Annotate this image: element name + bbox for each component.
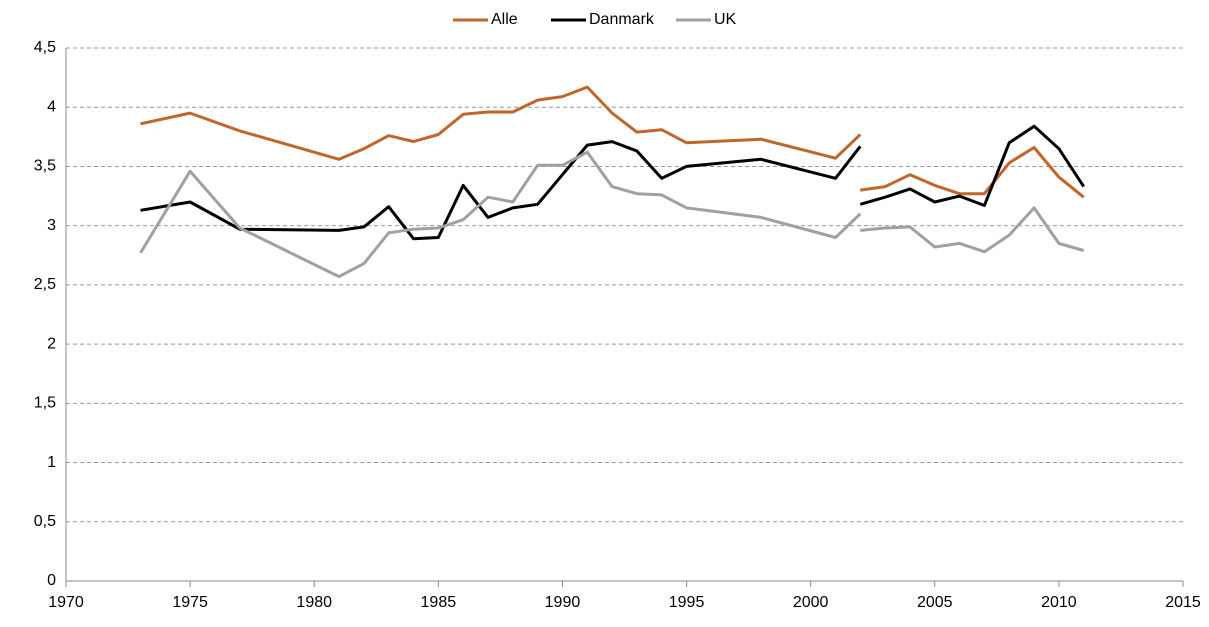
y-tick-label: 2,5 xyxy=(34,276,56,293)
x-tick-label: 1975 xyxy=(172,594,208,611)
y-tick-label: 4 xyxy=(47,98,56,115)
x-tick-label: 2000 xyxy=(793,594,829,611)
x-tick-label: 1995 xyxy=(669,594,705,611)
x-tick-label: 1970 xyxy=(48,594,84,611)
series-line xyxy=(140,140,862,241)
x-tick-label: 2015 xyxy=(1165,594,1201,611)
legend-label: Alle xyxy=(491,11,518,28)
series-line xyxy=(139,150,862,279)
legend-label: Danmark xyxy=(589,11,655,28)
series-line xyxy=(859,124,1085,207)
x-tick-label: 1980 xyxy=(296,594,332,611)
series-line xyxy=(860,146,1085,199)
y-tick-label: 0,5 xyxy=(34,513,56,530)
x-tick-label: 2010 xyxy=(1041,594,1077,611)
y-tick-label: 0 xyxy=(47,572,56,589)
y-tick-label: 2 xyxy=(47,335,56,352)
x-tick-label: 1990 xyxy=(545,594,581,611)
series-line xyxy=(140,85,862,161)
y-tick-label: 3,5 xyxy=(34,158,56,175)
series-line xyxy=(860,206,1085,254)
x-tick-label: 1985 xyxy=(421,594,457,611)
y-tick-label: 3 xyxy=(47,217,56,234)
y-tick-label: 4,5 xyxy=(34,39,56,56)
y-tick-label: 1 xyxy=(47,454,56,471)
x-tick-label: 2005 xyxy=(917,594,953,611)
legend-label: UK xyxy=(714,11,737,28)
y-tick-label: 1,5 xyxy=(34,395,56,412)
